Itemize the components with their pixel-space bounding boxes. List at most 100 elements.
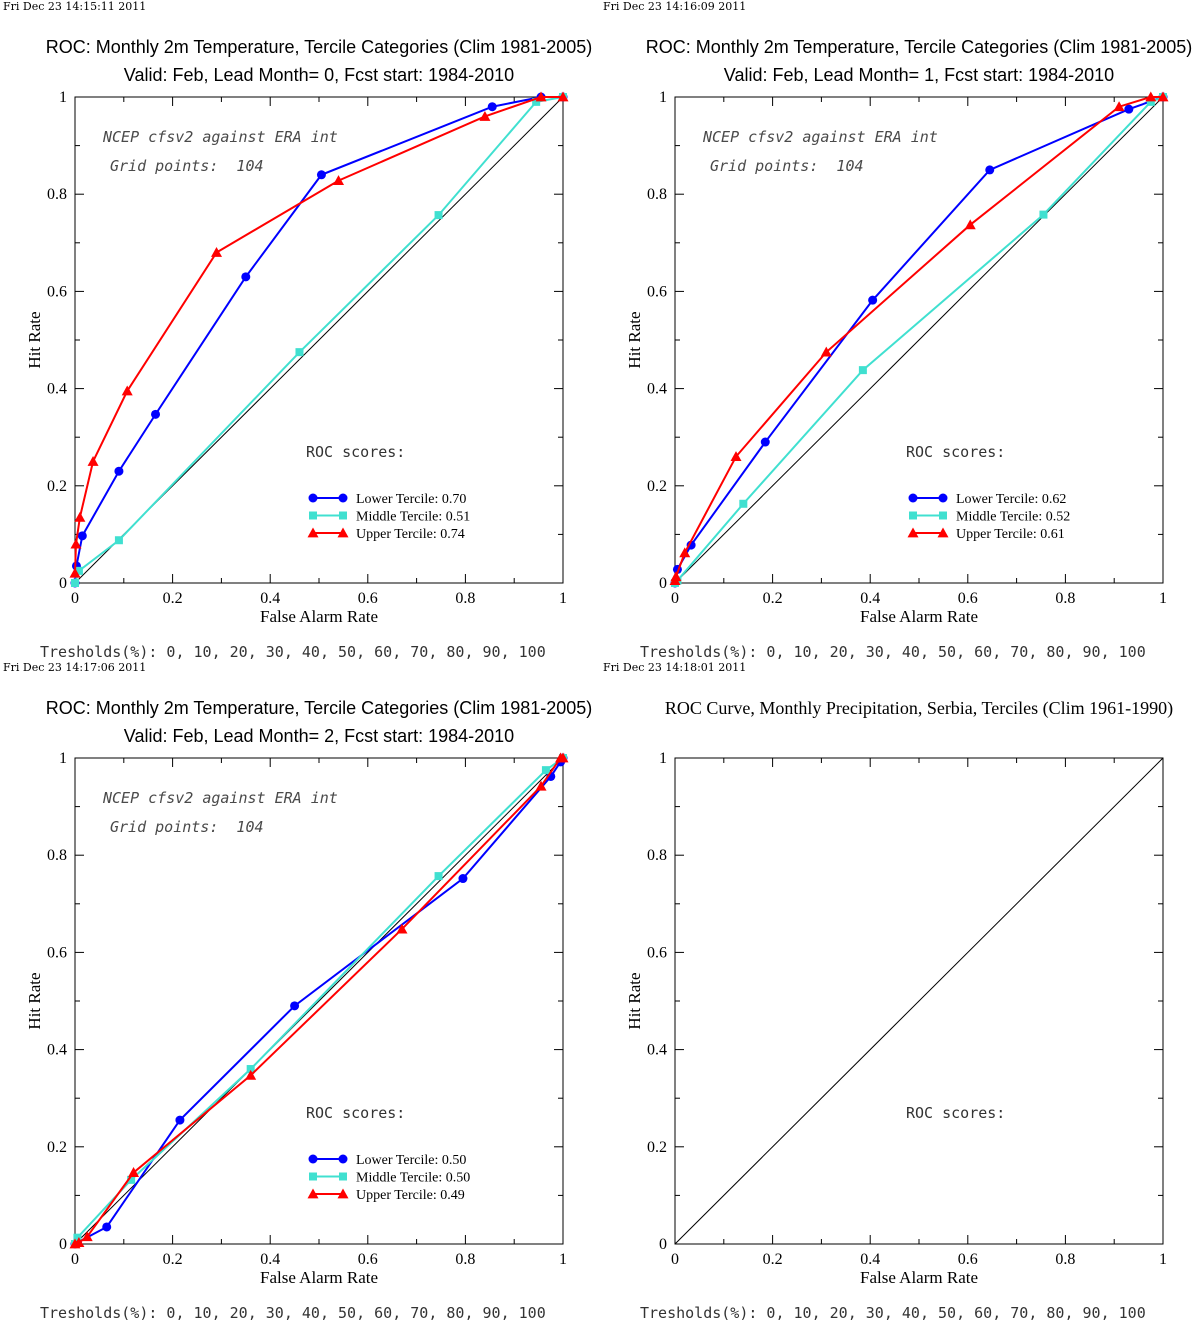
data-point xyxy=(964,219,976,230)
x-tick-label: 0.6 xyxy=(958,590,978,607)
chart-title: ROC: Monthly 2m Temperature, Tercile Cat… xyxy=(46,37,593,57)
data-point xyxy=(316,170,326,180)
data-point xyxy=(73,1237,85,1247)
data-point xyxy=(1039,210,1048,219)
thresholds-footer: Tresholds(%): 0, 10, 20, 30, 40, 50, 60,… xyxy=(40,1304,546,1322)
data-point xyxy=(245,1069,257,1080)
data-point xyxy=(290,1001,300,1011)
data-point xyxy=(77,531,87,541)
y-tick-label: 0 xyxy=(59,1236,67,1253)
timestamp: Fri Dec 23 14:15:11 2011 xyxy=(3,0,146,13)
x-tick-label: 0.2 xyxy=(763,590,783,607)
data-point xyxy=(1124,104,1134,114)
data-point xyxy=(175,1115,185,1125)
data-point xyxy=(102,1222,112,1232)
chart-title: ROC: Monthly 2m Temperature, Tercile Cat… xyxy=(646,37,1193,57)
legend-marker xyxy=(908,493,918,503)
data-point xyxy=(114,536,123,545)
chart-title: ROC Curve, Monthly Precipitation, Serbia… xyxy=(665,698,1173,719)
data-point xyxy=(557,91,569,102)
y-tick-label: 0.8 xyxy=(47,186,67,203)
data-point xyxy=(127,1175,136,1184)
data-point xyxy=(458,874,468,884)
legend-item: Upper Tercile: 0.49 xyxy=(307,1188,465,1203)
timestamp: Fri Dec 23 14:18:01 2011 xyxy=(603,661,746,674)
data-point xyxy=(434,211,443,220)
data-point xyxy=(73,1233,82,1242)
x-tick-label: 0.8 xyxy=(455,590,475,607)
x-tick-label: 0.4 xyxy=(260,1251,280,1268)
thresholds-footer: Tresholds(%): 0, 10, 20, 30, 40, 50, 60,… xyxy=(640,1304,1146,1322)
y-tick-label: 0.6 xyxy=(647,283,667,300)
x-tick-label: 0.2 xyxy=(163,1251,183,1268)
chart-title: ROC: Monthly 2m Temperature, Tercile Cat… xyxy=(46,698,593,718)
data-point xyxy=(730,451,742,462)
y-tick-label: 0.8 xyxy=(647,847,667,864)
data-point xyxy=(670,571,682,582)
x-tick-label: 0.4 xyxy=(860,590,880,607)
series-triangle xyxy=(69,752,569,1249)
annotation-text: Grid points: 104 xyxy=(110,157,264,175)
series-triangle xyxy=(669,91,1169,585)
y-axis-label: Hit Rate xyxy=(25,311,44,368)
x-tick-label: 0.6 xyxy=(358,590,378,607)
x-tick-label: 0.2 xyxy=(763,1251,783,1268)
legend-marker xyxy=(939,511,947,520)
x-tick-label: 0.4 xyxy=(860,1251,880,1268)
legend-marker xyxy=(307,1188,319,1199)
legend-label: Upper Tercile: 0.49 xyxy=(356,1188,465,1203)
data-point xyxy=(396,923,408,934)
x-tick-label: 0 xyxy=(71,1251,79,1268)
chart-subtitle: Valid: Feb, Lead Month= 1, Fcst start: 1… xyxy=(724,65,1114,85)
annotation-text: NCEP cfsv2 against ERA int xyxy=(102,789,338,807)
legend-marker xyxy=(338,1154,348,1164)
legend-marker xyxy=(339,1172,347,1181)
no-skill-diagonal xyxy=(674,96,1164,584)
legend-marker xyxy=(338,493,348,503)
legend-marker xyxy=(309,511,317,520)
no-skill-diagonal xyxy=(674,757,1164,1245)
x-tick-label: 0.8 xyxy=(455,1251,475,1268)
y-tick-label: 0.4 xyxy=(647,1042,667,1059)
legend-item: Upper Tercile: 0.74 xyxy=(307,527,465,542)
legend-marker xyxy=(938,493,948,503)
legend-marker xyxy=(907,527,919,538)
y-tick-label: 0.8 xyxy=(647,186,667,203)
chart-subtitle: Valid: Feb, Lead Month= 0, Fcst start: 1… xyxy=(124,65,514,85)
annotation-text: Grid points: 104 xyxy=(110,818,264,836)
legend-item: Lower Tercile: 0.62 xyxy=(908,492,1066,507)
data-point xyxy=(1113,101,1125,112)
y-tick-label: 1 xyxy=(59,89,67,106)
x-tick-label: 0.8 xyxy=(1055,590,1075,607)
data-point xyxy=(246,1065,255,1074)
data-point xyxy=(241,272,251,282)
legend-marker xyxy=(307,527,319,538)
data-point xyxy=(87,456,99,466)
roc-scores-heading: ROC scores: xyxy=(306,443,405,461)
y-tick-label: 1 xyxy=(659,89,667,106)
x-tick-label: 0.8 xyxy=(1055,1251,1075,1268)
x-tick-label: 0 xyxy=(71,590,79,607)
data-point xyxy=(535,780,547,791)
x-tick-label: 1 xyxy=(559,1251,567,1268)
y-tick-label: 1 xyxy=(659,750,667,767)
legend-marker xyxy=(339,511,347,520)
y-tick-label: 0.2 xyxy=(647,478,667,495)
data-point xyxy=(1145,91,1157,102)
timestamp: Fri Dec 23 14:17:06 2011 xyxy=(3,661,146,674)
legend-label: Middle Tercile: 0.50 xyxy=(356,1171,470,1186)
data-point xyxy=(535,91,547,102)
x-tick-label: 1 xyxy=(559,590,567,607)
roc-panel-2: Fri Dec 23 14:16:09 2011 ROC: Monthly 2m … xyxy=(603,0,1192,661)
data-point xyxy=(686,540,696,550)
data-point xyxy=(858,366,867,375)
data-point xyxy=(211,247,223,257)
x-tick-label: 1 xyxy=(1159,1251,1167,1268)
legend-marker xyxy=(937,527,949,538)
data-point xyxy=(74,566,83,575)
legend-label: Middle Tercile: 0.52 xyxy=(956,510,1070,525)
roc-panel-1: Fri Dec 23 14:15:11 2011 ROC: Monthly 2m … xyxy=(3,0,592,661)
legend-label: Upper Tercile: 0.74 xyxy=(356,527,465,542)
annotation-text: NCEP cfsv2 against ERA int xyxy=(702,128,938,146)
